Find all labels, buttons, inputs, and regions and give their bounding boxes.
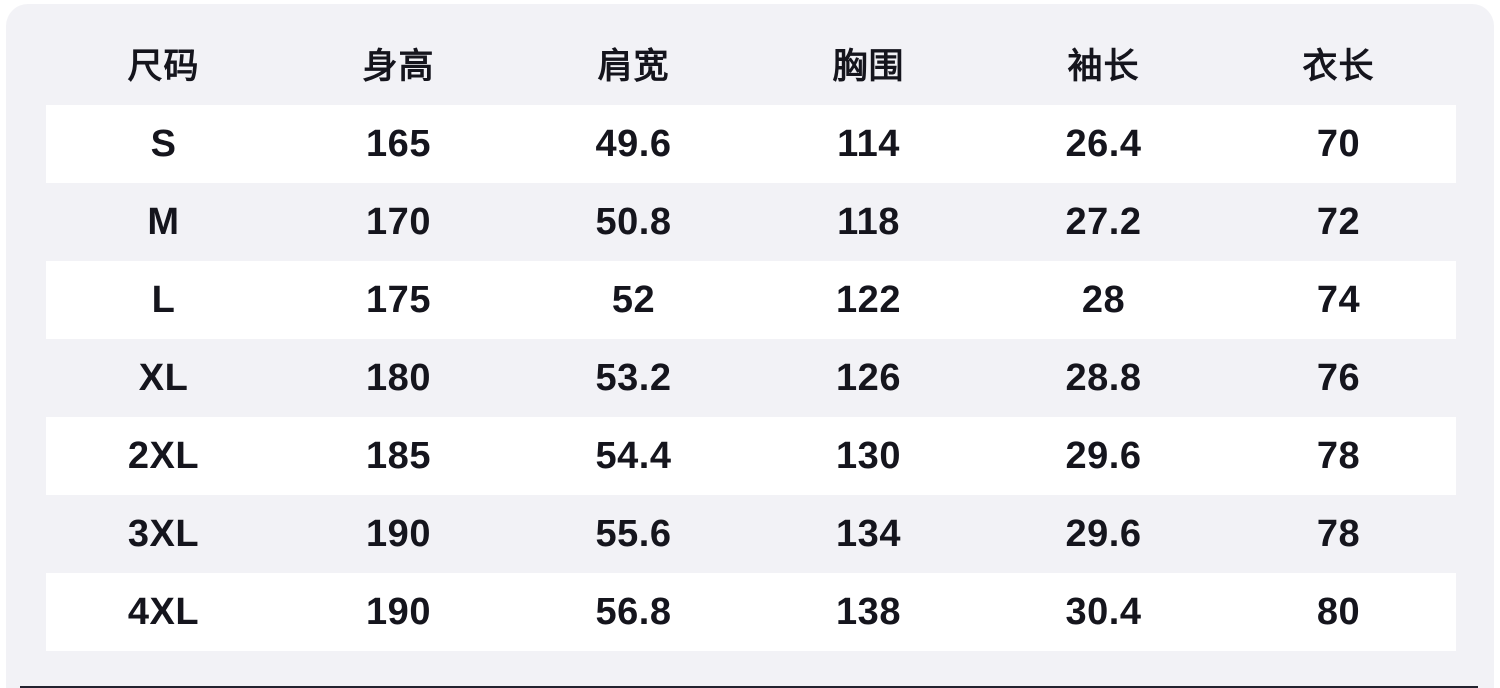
table-row-l: L 175 52 122 28 74 [46, 261, 1456, 339]
cell-shoulder: 56.8 [595, 591, 672, 633]
cell-size: M [147, 201, 180, 243]
cell-size: S [150, 123, 177, 165]
cell-shoulder: 54.4 [595, 435, 672, 477]
cell-shoulder: 55.6 [595, 513, 672, 555]
cell-chest: 122 [836, 279, 901, 321]
column-header-length: 衣长 [1302, 46, 1375, 86]
cell-height: 190 [366, 591, 431, 633]
cell-height: 170 [366, 201, 431, 243]
cell-sleeve: 29.6 [1065, 435, 1142, 477]
cell-sleeve: 26.4 [1065, 123, 1142, 165]
cell-shoulder: 53.2 [595, 357, 672, 399]
cell-sleeve: 30.4 [1065, 591, 1142, 633]
cell-chest: 130 [836, 435, 901, 477]
column-header-shoulder: 肩宽 [597, 46, 670, 86]
cell-length: 80 [1316, 591, 1361, 633]
cell-shoulder: 50.8 [595, 201, 672, 243]
cell-length: 78 [1316, 435, 1361, 477]
cell-size: XL [138, 357, 189, 399]
cell-chest: 126 [836, 357, 901, 399]
cell-chest: 118 [837, 201, 900, 243]
bottom-cutoff-edge [20, 686, 1478, 688]
cell-height: 180 [366, 357, 431, 399]
cell-length: 74 [1316, 279, 1361, 321]
cell-shoulder: 49.6 [595, 123, 672, 165]
cell-length: 76 [1316, 357, 1361, 399]
cell-chest: 138 [836, 591, 901, 633]
column-header-size: 尺码 [127, 46, 200, 86]
size-chart-table: 尺码 身高 肩宽 胸围 袖长 衣长 S 165 49.6 114 26.4 70… [46, 27, 1456, 651]
table-row-4xl: 4XL 190 56.8 138 30.4 80 [46, 573, 1456, 651]
table-row-3xl: 3XL 190 55.6 134 29.6 78 [46, 495, 1456, 573]
cell-height: 175 [366, 279, 431, 321]
cell-height: 165 [366, 123, 431, 165]
cell-height: 185 [366, 435, 431, 477]
size-chart-panel: 尺码 身高 肩宽 胸围 袖长 衣长 S 165 49.6 114 26.4 70… [6, 4, 1494, 688]
cell-size: 2XL [127, 435, 200, 477]
cell-size: 4XL [127, 591, 200, 633]
cell-length: 78 [1316, 513, 1361, 555]
cell-height: 190 [366, 513, 431, 555]
table-header-row: 尺码 身高 肩宽 胸围 袖长 衣长 [46, 27, 1456, 105]
cell-chest: 134 [836, 513, 901, 555]
column-header-sleeve: 袖长 [1067, 46, 1140, 86]
column-header-height: 身高 [362, 46, 435, 86]
cell-shoulder: 52 [611, 279, 656, 321]
cell-sleeve: 28.8 [1065, 357, 1142, 399]
table-row-xl: XL 180 53.2 126 28.8 76 [46, 339, 1456, 417]
table-row-s: S 165 49.6 114 26.4 70 [46, 105, 1456, 183]
column-header-chest: 胸围 [832, 46, 905, 86]
cell-sleeve: 27.2 [1065, 201, 1142, 243]
table-row-2xl: 2XL 185 54.4 130 29.6 78 [46, 417, 1456, 495]
cell-sleeve: 29.6 [1065, 513, 1142, 555]
table-row-m: M 170 50.8 118 27.2 72 [46, 183, 1456, 261]
cell-chest: 114 [837, 123, 900, 165]
cell-size: L [151, 279, 176, 321]
cell-size: 3XL [127, 513, 200, 555]
cell-sleeve: 28 [1081, 279, 1126, 321]
cell-length: 70 [1316, 123, 1361, 165]
cell-length: 72 [1316, 201, 1361, 243]
